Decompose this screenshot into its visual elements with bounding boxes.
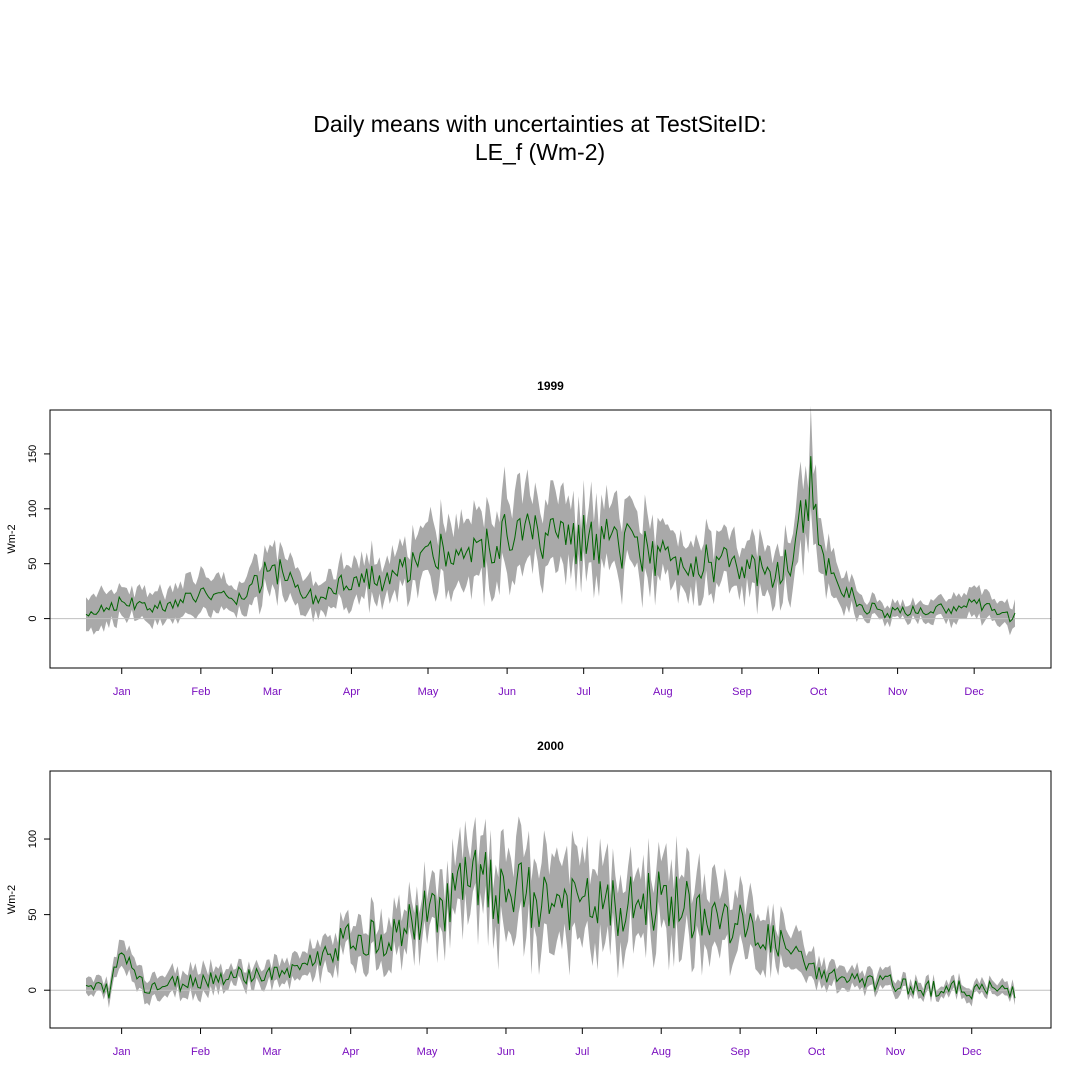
x-tick-label-apr: Apr xyxy=(343,686,360,698)
x-tick-label-jan: Jan xyxy=(113,1046,131,1058)
y-tick-label: 50 xyxy=(27,908,39,920)
panel-1999: 1999 0 50 100 150 Wm-2 Jan Feb Mar Apr May Jun Jul Au… xyxy=(6,379,1052,698)
x-tick-label-jan: Jan xyxy=(113,686,131,698)
y-tick-label: 0 xyxy=(27,987,39,993)
x-tick-label-sep: Sep xyxy=(732,686,752,698)
daily-mean-line xyxy=(85,849,1016,1000)
x-tick-label-dec: Dec xyxy=(962,1046,982,1058)
x-tick-label-may: May xyxy=(418,686,439,698)
uncertainty-band xyxy=(86,816,1015,1008)
figure-title-line2: LE_f (Wm-2) xyxy=(474,139,606,165)
daily-mean-line xyxy=(85,456,1016,623)
x-tick-label-mar: Mar xyxy=(262,1046,281,1058)
y-axis-label: Wm-2 xyxy=(6,885,18,914)
x-tick-label-apr: Apr xyxy=(342,1046,359,1058)
panel-2000: 2000 0 50 100 Wm-2 Jan Feb Mar Apr May Jun Jul Aug Se… xyxy=(6,739,1052,1058)
x-tick-label-feb: Feb xyxy=(191,1046,210,1058)
x-tick-label-nov: Nov xyxy=(888,686,908,698)
x-tick-label-jul: Jul xyxy=(577,686,591,698)
x-tick-label-oct: Oct xyxy=(810,686,827,698)
y-tick-label: 100 xyxy=(27,500,39,518)
x-tick-label-jun: Jun xyxy=(497,1046,515,1058)
panel-title: 1999 xyxy=(537,379,564,393)
x-tick-label-nov: Nov xyxy=(886,1046,906,1058)
y-tick-label: 100 xyxy=(27,830,39,848)
y-axis-label: Wm-2 xyxy=(6,524,18,553)
x-tick-label-jul: Jul xyxy=(575,1046,589,1058)
x-tick-label-mar: Mar xyxy=(263,686,282,698)
figure-title: Daily means with uncertainties at TestSi… xyxy=(0,110,1080,166)
x-tick-label-sep: Sep xyxy=(730,1046,750,1058)
x-tick-label-feb: Feb xyxy=(191,686,210,698)
x-tick-label-aug: Aug xyxy=(651,1046,671,1058)
y-tick-label: 0 xyxy=(27,616,39,622)
plot-frame xyxy=(49,770,1052,1029)
x-tick-label-may: May xyxy=(417,1046,438,1058)
panel-title: 2000 xyxy=(537,739,564,753)
x-tick-label-oct: Oct xyxy=(808,1046,825,1058)
x-tick-label-jun: Jun xyxy=(498,686,516,698)
x-tick-label-aug: Aug xyxy=(653,686,673,698)
y-tick-label: 50 xyxy=(27,558,39,570)
x-tick-label-dec: Dec xyxy=(964,686,984,698)
plot-frame xyxy=(49,409,1052,669)
y-tick-label: 150 xyxy=(27,445,39,463)
figure-title-line1: Daily means with uncertainties at TestSi… xyxy=(313,111,767,137)
